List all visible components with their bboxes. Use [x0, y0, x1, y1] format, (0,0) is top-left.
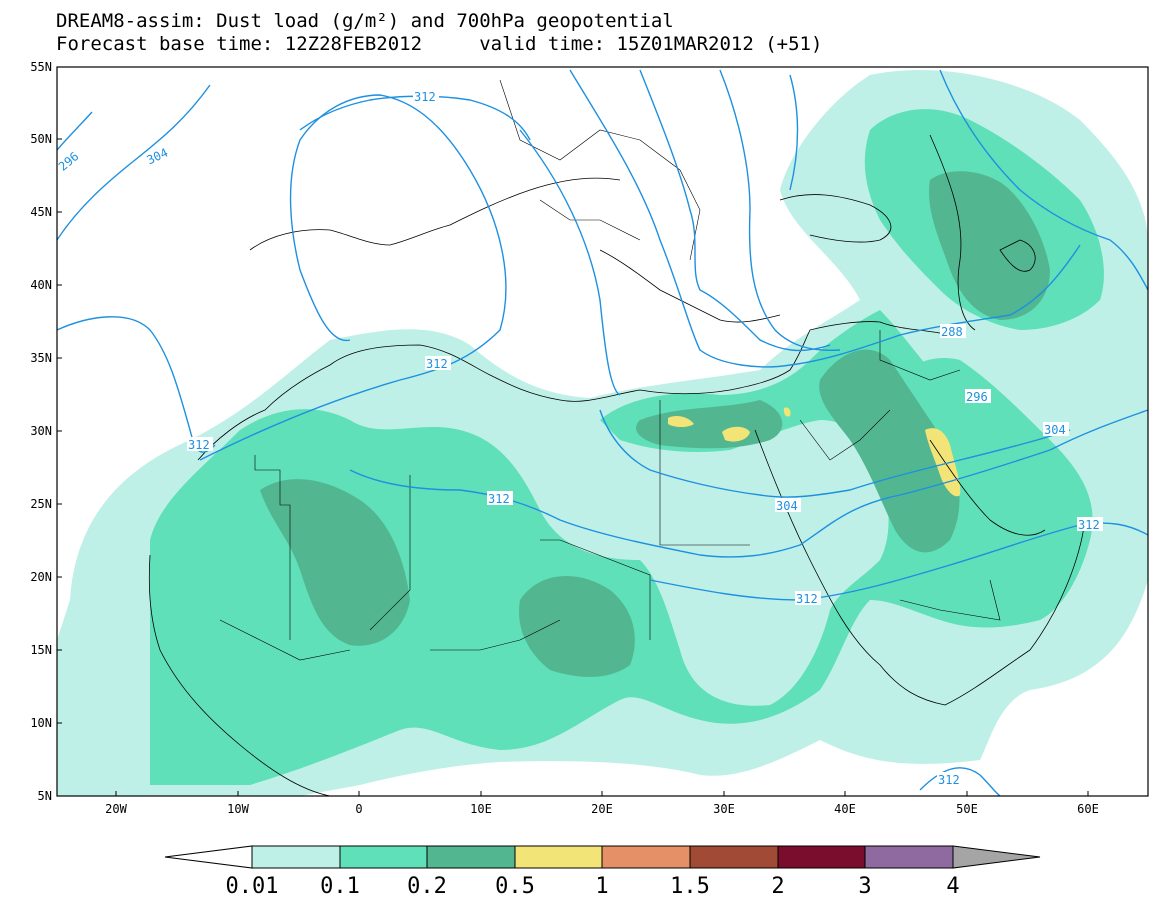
- geopotential-contours: [57, 69, 1148, 796]
- colorbar-swatch: [601, 845, 691, 869]
- lat-tick-label: 20N: [30, 570, 52, 584]
- colorbar-high-arrow: [952, 845, 1041, 869]
- colorbar-label: 1: [595, 874, 608, 899]
- contour-label: 312: [188, 438, 210, 452]
- colorbar-label: 4: [946, 874, 959, 899]
- lat-axis: 55N 50N 45N 40N 35N 30N 25N 20N 15N 10N …: [30, 60, 62, 803]
- colorbar-swatch: [251, 845, 341, 869]
- colorbar-label: 0.5: [495, 874, 535, 899]
- lat-tick-label: 55N: [30, 60, 52, 74]
- contour-label: 304: [1044, 423, 1066, 437]
- lat-tick-label: 5N: [38, 789, 52, 803]
- coastlines: [148, 134, 1086, 796]
- lon-tick-label: 20E: [591, 802, 613, 816]
- contour-label: 312: [414, 90, 436, 104]
- lat-tick-label: 50N: [30, 132, 52, 146]
- contour-label: 296: [966, 390, 988, 404]
- lon-tick-label: 0: [355, 802, 362, 816]
- colorbar-swatch: [777, 845, 866, 869]
- lat-tick-label: 25N: [30, 497, 52, 511]
- map-area: [57, 69, 1148, 796]
- colorbar-low-arrow: [164, 845, 253, 869]
- contour-label: 312: [938, 773, 960, 787]
- colorbar-swatch: [864, 845, 954, 869]
- lon-tick-label: 50E: [956, 802, 978, 816]
- lon-tick-label: 40E: [834, 802, 856, 816]
- lon-tick-label: 30E: [713, 802, 735, 816]
- contour-label: 296: [56, 149, 82, 174]
- contour-label: 304: [776, 499, 798, 513]
- colorbar-label: 3: [858, 874, 871, 899]
- lon-tick-label: 10E: [470, 802, 492, 816]
- lat-tick-label: 15N: [30, 643, 52, 657]
- colorbar-label: 2: [771, 874, 784, 899]
- colorbar-label: 0.01: [226, 874, 279, 899]
- lon-tick-label: 20W: [105, 802, 127, 816]
- lon-axis: 20W 10W 0 10E 20E 30E 40E 50E 60E: [105, 791, 1099, 816]
- contour-label: 312: [796, 592, 818, 606]
- lat-tick-label: 10N: [30, 716, 52, 730]
- lat-tick-label: 30N: [30, 424, 52, 438]
- colorbar-swatch: [689, 845, 779, 869]
- lat-tick-label: 40N: [30, 278, 52, 292]
- country-borders: [219, 79, 1001, 661]
- map-title: DREAM8-assim: Dust load (g/m²) and 700hP…: [56, 10, 674, 32]
- contour-label: 288: [941, 325, 963, 339]
- colorbar-swatch: [514, 845, 603, 869]
- colorbar-swatch: [426, 845, 516, 869]
- dust-level-0.2: [260, 171, 1050, 677]
- lon-tick-label: 10W: [227, 802, 249, 816]
- contour-label: 312: [488, 492, 510, 506]
- colorbar: 0.01 0.1 0.2 0.5 1 1.5 2 3 4: [164, 845, 1041, 899]
- map-subtitle: Forecast base time: 12Z28FEB2012 valid t…: [56, 33, 823, 55]
- colorbar-swatch: [339, 845, 428, 869]
- lat-tick-label: 45N: [30, 205, 52, 219]
- colorbar-label: 0.2: [407, 874, 447, 899]
- lon-tick-label: 60E: [1077, 802, 1099, 816]
- colorbar-label: 1.5: [670, 874, 710, 899]
- contour-label: 312: [426, 357, 448, 371]
- colorbar-label: 0.1: [320, 874, 360, 899]
- lat-tick-label: 35N: [30, 351, 52, 365]
- contour-label: 312: [1078, 518, 1100, 532]
